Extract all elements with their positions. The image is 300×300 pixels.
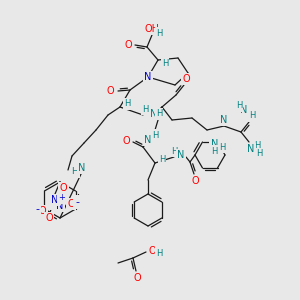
Text: N: N [144,135,152,145]
Text: O: O [45,213,53,223]
Text: H: H [124,100,130,109]
Text: H: H [171,146,177,155]
Text: H: H [256,149,262,158]
Text: O: O [182,74,190,84]
Text: O: O [122,136,130,146]
Text: N: N [240,105,248,115]
Text: O: O [124,40,132,50]
Text: +: + [58,194,65,202]
Text: O: O [60,183,68,193]
Text: H: H [162,58,168,68]
Text: O: O [191,176,199,186]
Text: OH: OH [145,24,160,34]
Text: N: N [220,115,228,125]
Text: N: N [150,109,158,119]
Text: O: O [39,206,46,216]
Text: H: H [72,167,78,176]
Text: N: N [78,163,86,173]
Text: N: N [144,72,152,82]
Text: H: H [156,248,162,257]
Text: H: H [156,28,162,38]
Text: H: H [159,155,165,164]
Text: H: H [152,130,158,140]
Text: -: - [75,197,79,207]
Text: -: - [36,204,40,214]
Text: O: O [133,273,141,283]
Text: H: H [236,101,242,110]
Text: H: H [219,142,226,152]
Text: O: O [67,199,75,209]
Text: N: N [177,150,185,160]
Text: O: O [106,86,114,96]
Text: O: O [148,246,156,256]
Text: N: N [51,195,59,205]
Text: H: H [254,140,260,149]
Text: H: H [249,112,255,121]
Text: H: H [211,146,218,155]
Text: +: + [49,200,56,208]
Text: H: H [156,110,162,118]
Text: N: N [56,201,63,211]
Text: N: N [247,144,255,154]
Text: H: H [142,104,148,113]
Text: N: N [211,139,218,149]
